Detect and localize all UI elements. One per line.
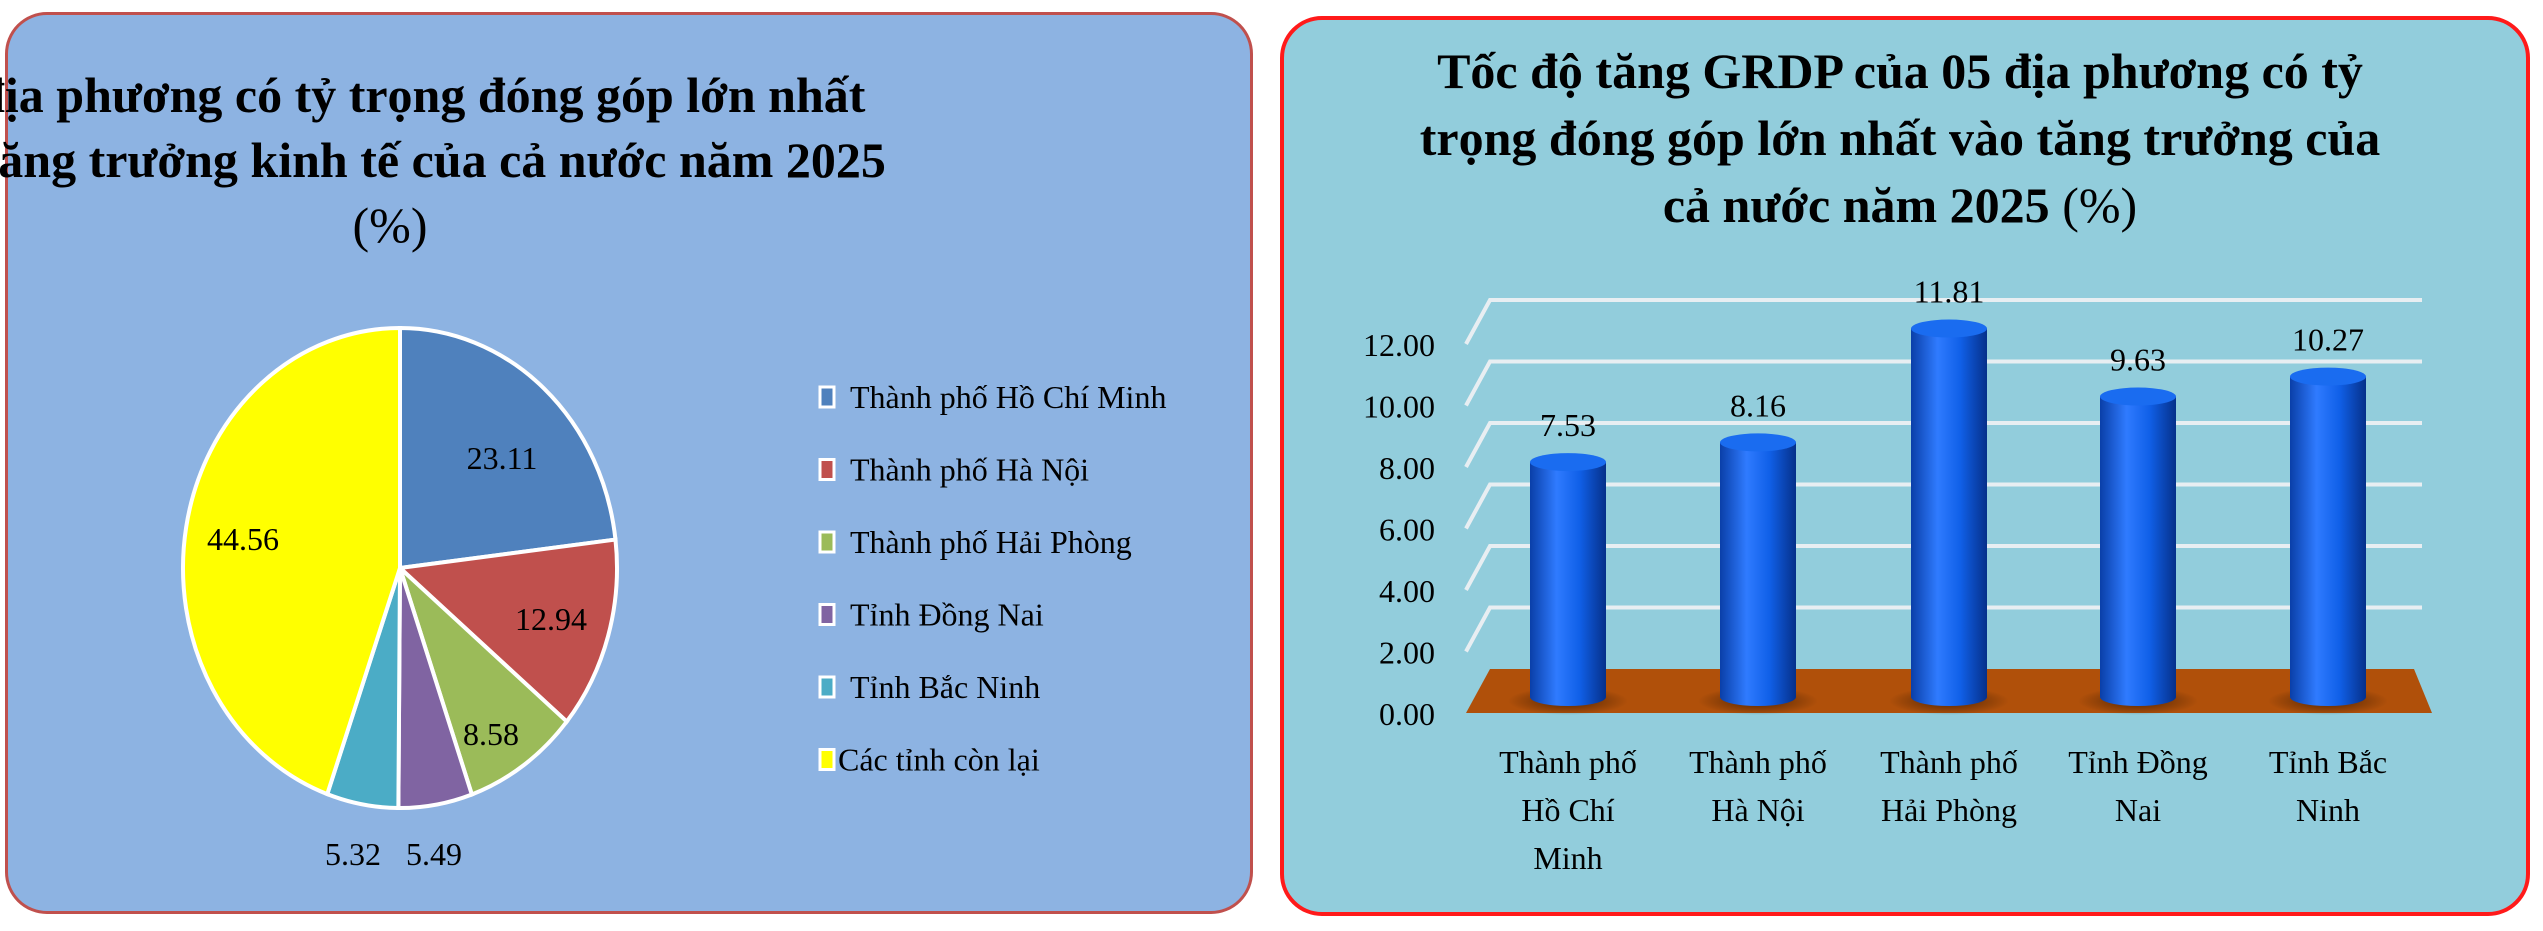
bar-data-label: 10.27 bbox=[2292, 322, 2364, 358]
pie-title-line-1: 05 địa phương có tỷ trọng đóng góp lớn n… bbox=[0, 67, 866, 123]
bar bbox=[1530, 462, 1606, 706]
pie-data-label: 5.49 bbox=[406, 836, 462, 872]
bar-cap bbox=[1720, 433, 1796, 452]
x-tick-label: Thành phố bbox=[1499, 744, 1637, 780]
pie-data-label: 44.56 bbox=[207, 521, 279, 557]
x-tick-label: Nai bbox=[2115, 792, 2161, 828]
legend-label: Tỉnh Đồng Nai bbox=[850, 597, 1044, 633]
y-tick-label: 10.00 bbox=[1363, 389, 1435, 425]
pie-slice bbox=[398, 325, 618, 571]
x-tick-label: Ninh bbox=[2296, 792, 2360, 828]
pie-slice bbox=[395, 561, 570, 798]
y-tick-label: 12.00 bbox=[1363, 327, 1435, 363]
bar-cap bbox=[2290, 367, 2366, 386]
legend-swatch bbox=[818, 530, 836, 554]
bar-title-line-3: cả nước năm 2025 (%) bbox=[1663, 177, 2137, 233]
gridline bbox=[1464, 298, 2422, 345]
legend-swatch bbox=[818, 748, 836, 771]
x-tick-label: Hải Phòng bbox=[1881, 792, 2017, 828]
pie-data-label: 5.32 bbox=[325, 836, 381, 872]
bar-cap bbox=[2100, 387, 2176, 406]
y-tick-label: 4.00 bbox=[1379, 573, 1435, 609]
legend-swatch bbox=[818, 603, 836, 626]
bar-data-label: 11.81 bbox=[1914, 274, 1985, 310]
pie-title-line-2: vào tăng trưởng kinh tế của cả nước năm … bbox=[0, 132, 886, 188]
bar-data-label: 8.16 bbox=[1730, 387, 1786, 423]
pie-title-unit: (%) bbox=[353, 197, 428, 253]
x-tick-label: Tỉnh Đồng bbox=[2068, 744, 2208, 780]
bar-title-line-2: trọng đóng góp lớn nhất vào tăng trưởng … bbox=[1420, 110, 2381, 166]
legend-label: Tỉnh Bắc Ninh bbox=[850, 669, 1040, 705]
bar-cap bbox=[1530, 453, 1606, 472]
legend-swatch bbox=[818, 675, 836, 699]
bar-data-label: 7.53 bbox=[1540, 407, 1596, 443]
legend-label: Thành phố Hà Nội bbox=[850, 452, 1089, 488]
bar-cap bbox=[1911, 319, 1987, 338]
pie: 23.11 12.94 8.58 5.49 5.32 44.56 bbox=[181, 325, 619, 872]
legend-swatch bbox=[818, 385, 836, 409]
pie-data-label: 12.94 bbox=[515, 601, 587, 637]
legend-swatch bbox=[818, 458, 836, 481]
bar-title-text: cả nước năm 2025 bbox=[1663, 177, 2050, 233]
legend-label: Các tỉnh còn lại bbox=[838, 742, 1040, 778]
bar-title-line-1: Tốc độ tăng GRDP của 05 địa phương có tỷ bbox=[1437, 43, 2363, 99]
pie-legend: Thành phố Hồ Chí Minh Thành phố Hà Nội Thà… bbox=[818, 379, 1166, 778]
legend-label: Thành phố Hải Phòng bbox=[850, 524, 1132, 560]
pie-data-label: 23.11 bbox=[467, 440, 538, 476]
bar bbox=[1911, 328, 1987, 706]
x-tick-label: Hồ Chí bbox=[1521, 792, 1614, 828]
bar-title-unit: (%) bbox=[2062, 177, 2137, 233]
x-tick-label: Tỉnh Bắc bbox=[2269, 744, 2387, 780]
gridline bbox=[1464, 359, 2422, 407]
y-tick-label: 2.00 bbox=[1379, 635, 1435, 671]
pie-slice bbox=[181, 325, 402, 797]
legend-label: Thành phố Hồ Chí Minh bbox=[850, 379, 1166, 415]
pie-data-label: 8.58 bbox=[463, 716, 519, 752]
x-tick-label: Hà Nội bbox=[1711, 792, 1804, 828]
bar bbox=[2290, 376, 2366, 706]
bar bbox=[1720, 442, 1796, 706]
bar-data-label: 9.63 bbox=[2110, 342, 2166, 378]
y-tick-label: 0.00 bbox=[1379, 696, 1435, 732]
bar bbox=[2100, 396, 2176, 706]
x-tick-label: Thành phố bbox=[1689, 744, 1827, 780]
x-tick-label: Thành phố bbox=[1880, 744, 2018, 780]
y-tick-label: 6.00 bbox=[1379, 512, 1435, 548]
x-tick-label: Minh bbox=[1533, 840, 1602, 876]
pie-slice bbox=[395, 537, 619, 725]
y-tick-label: 8.00 bbox=[1379, 450, 1435, 486]
bar-plot: 0.00 2.00 4.00 6.00 8.00 10.00 12.00 7.53 Thành … bbox=[1363, 274, 2432, 876]
